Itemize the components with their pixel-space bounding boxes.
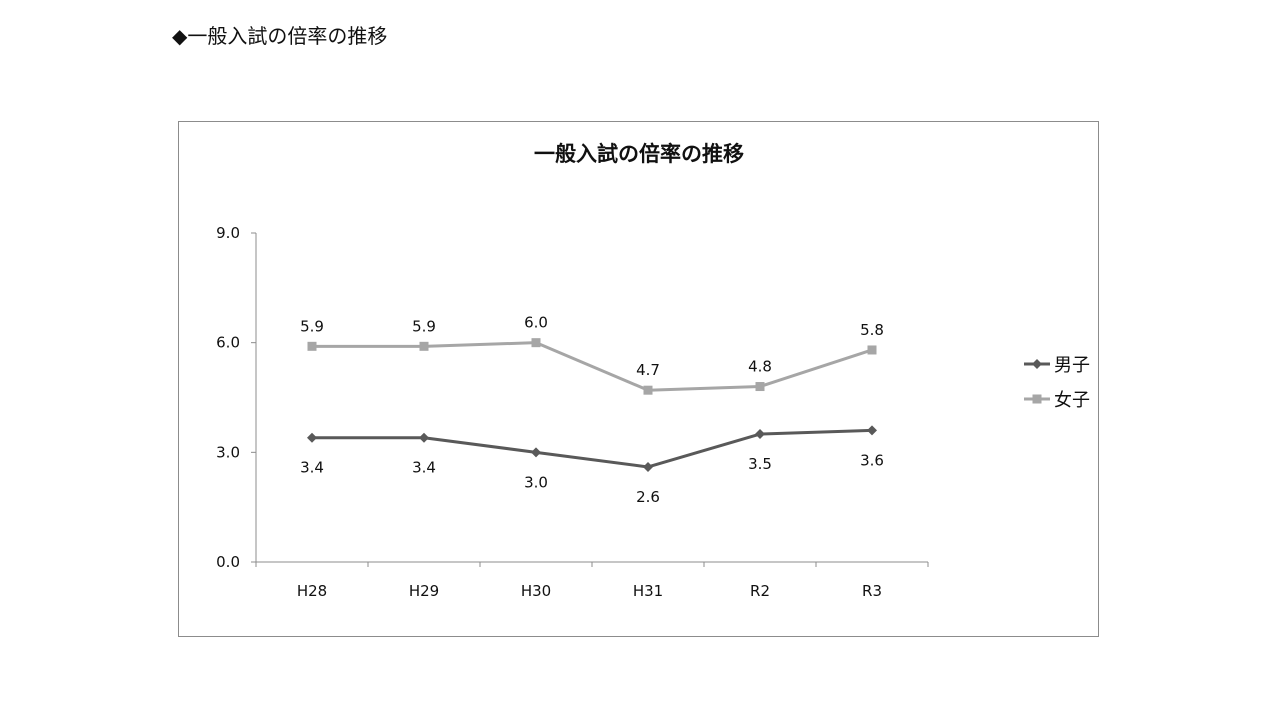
x-category-label: H31 — [633, 582, 663, 600]
data-label: 5.9 — [300, 317, 324, 335]
x-category-label: R3 — [862, 582, 882, 600]
data-point-marker — [643, 385, 653, 395]
data-point-marker — [531, 447, 541, 458]
legend-item: 女子 — [1024, 390, 1090, 411]
legend-swatch-marker — [1032, 359, 1042, 369]
page-heading: ◆一般入試の倍率の推移 — [172, 24, 388, 48]
x-category-label: H30 — [521, 582, 551, 600]
chart-axes: 0.0 3.0 6.0 9.0 H28 H29 H30 H31 R2 R3 — [216, 224, 929, 600]
data-label: 4.7 — [636, 361, 660, 379]
legend-swatch-marker — [1032, 394, 1042, 404]
y-tick-label: 9.0 — [216, 224, 240, 242]
series-0: 3.4 3.4 3.0 2.6 3.5 3.6 — [300, 425, 884, 506]
data-point-marker — [419, 432, 429, 443]
x-category-label: R2 — [750, 582, 770, 600]
data-point-marker — [867, 425, 877, 436]
data-label: 3.5 — [748, 455, 772, 473]
data-label: 3.4 — [412, 459, 436, 477]
legend-label: 男子 — [1054, 355, 1090, 376]
legend-label: 女子 — [1054, 390, 1090, 411]
data-label: 2.6 — [636, 488, 660, 506]
chart-series: 3.4 3.4 3.0 2.6 3.5 3.6 5.9 5.9 6.0 4.7 4.8 5.8 — [300, 314, 884, 506]
legend-item: 男子 — [1024, 355, 1090, 376]
data-label: 5.8 — [860, 321, 884, 339]
data-point-marker — [419, 341, 429, 351]
data-point-marker — [755, 429, 765, 440]
data-label: 3.4 — [300, 459, 324, 477]
data-point-marker — [867, 345, 877, 355]
data-label: 6.0 — [524, 314, 548, 332]
y-tick-label: 6.0 — [216, 334, 240, 352]
data-point-marker — [755, 382, 765, 392]
data-label: 3.6 — [860, 451, 884, 469]
series-1: 5.9 5.9 6.0 4.7 4.8 5.8 — [300, 314, 884, 395]
data-point-marker — [643, 461, 653, 472]
x-category-label: H28 — [297, 582, 327, 600]
data-label: 4.8 — [748, 358, 772, 376]
series-line — [312, 341, 873, 392]
chart-title: 一般入試の倍率の推移 — [534, 142, 744, 166]
x-category-label: H29 — [409, 582, 439, 600]
data-point-marker — [307, 432, 317, 443]
data-point-marker — [307, 341, 317, 351]
series-line — [312, 428, 873, 469]
y-tick-label: 3.0 — [216, 443, 240, 461]
data-label: 3.0 — [524, 473, 548, 491]
data-point-marker — [531, 338, 541, 348]
chart-frame — [178, 121, 1099, 637]
y-tick-label: 0.0 — [216, 553, 240, 571]
data-label: 5.9 — [412, 317, 436, 335]
